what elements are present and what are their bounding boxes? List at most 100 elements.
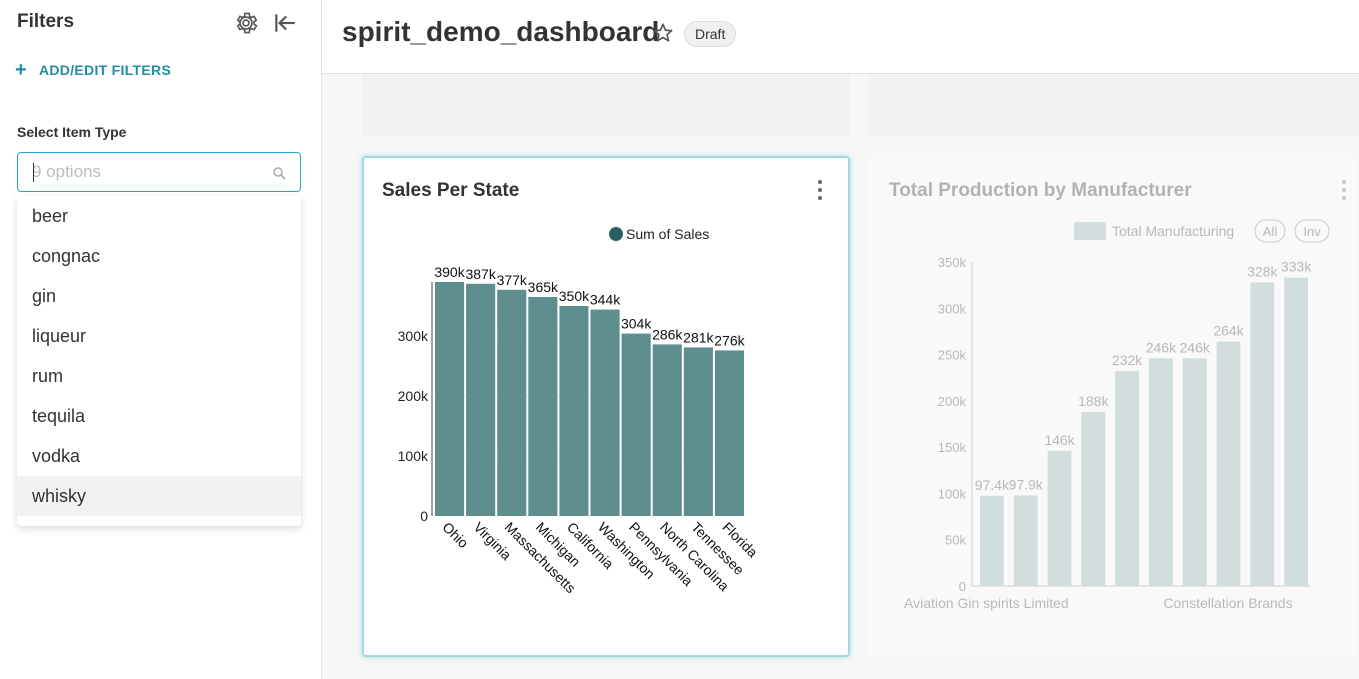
option-rum[interactable]: rum xyxy=(32,366,63,386)
dashboard-grid: Sales Per State Sum of Sales 0 100k 200k 300… xyxy=(322,74,1359,679)
more-options-icon[interactable] xyxy=(816,180,824,204)
bar xyxy=(1047,450,1072,586)
more-options-icon[interactable] xyxy=(1340,180,1348,204)
sales-per-state-chart: Sum of Sales0100k200k300k390kOhio387kVir… xyxy=(398,226,761,596)
bar xyxy=(1250,282,1275,586)
total-production-chart: Total Manufacturing All Inv 0 50k 100k 150k 200… xyxy=(904,219,1330,611)
item-type-select[interactable] xyxy=(17,152,301,192)
data-label: 344k xyxy=(590,292,621,308)
star-icon[interactable] xyxy=(652,22,674,44)
data-label: 97.9k xyxy=(1009,476,1044,492)
legend-button-all-label: All xyxy=(1263,224,1278,239)
legend-button-inv xyxy=(1294,219,1330,243)
bar xyxy=(1013,495,1038,586)
filter-label: Select Item Type xyxy=(17,124,127,140)
y-tick-label: 100k xyxy=(398,448,429,464)
chart-card-sales-per-state[interactable]: Sales Per State Sum of Sales 0 100k 200k 300… xyxy=(362,156,850,657)
bar xyxy=(1115,371,1139,586)
option-congnac[interactable]: congnac xyxy=(32,246,101,266)
y-tick-label: 300k xyxy=(938,301,967,316)
data-label: 333k xyxy=(1281,259,1312,275)
option-whisky[interactable]: whisky xyxy=(17,476,301,516)
item-type-search-input[interactable] xyxy=(32,162,252,182)
y-tick-label: 200k xyxy=(398,388,429,404)
bar xyxy=(590,309,620,516)
data-label: 232k xyxy=(1112,352,1143,368)
legend-button-all xyxy=(1254,219,1286,243)
search-icon xyxy=(273,167,286,180)
bar xyxy=(1182,358,1207,586)
data-label: 286k xyxy=(652,326,683,342)
bar xyxy=(435,282,465,516)
option-vodka[interactable]: vodka xyxy=(32,446,81,466)
data-label: 264k xyxy=(1213,323,1244,339)
data-label: 390k xyxy=(434,264,465,280)
bar xyxy=(1081,411,1106,586)
bar xyxy=(714,350,744,516)
bar xyxy=(1216,341,1241,586)
bar xyxy=(559,306,589,516)
data-label: 328k xyxy=(1247,263,1278,279)
x-tick-label: Constellation Brands xyxy=(1163,595,1292,611)
y-tick-label: 300k xyxy=(398,328,429,344)
bar xyxy=(683,347,713,516)
legend-label: Sum of Sales xyxy=(626,226,709,242)
y-tick-label: 0 xyxy=(420,508,428,524)
bar xyxy=(621,333,651,516)
dashboard-header: spirit_demo_dashboard Draft xyxy=(322,0,1359,74)
legend-label: Total Manufacturing xyxy=(1112,223,1234,239)
option-beer[interactable]: beer xyxy=(32,206,69,226)
data-label: 188k xyxy=(1078,393,1109,409)
data-label: 304k xyxy=(621,316,652,332)
bar xyxy=(1284,277,1308,586)
data-label: 246k xyxy=(1180,339,1211,355)
plus-icon: + xyxy=(15,59,27,81)
option-liqueur[interactable]: liqueur xyxy=(32,326,87,346)
sidebar-title: Filters xyxy=(17,11,75,32)
legend-button-inv-label: Inv xyxy=(1303,224,1321,239)
gear-icon[interactable] xyxy=(233,10,259,36)
add-edit-filters-button[interactable]: + ADD/EDIT FILTERS xyxy=(15,60,171,80)
data-label: 246k xyxy=(1146,339,1177,355)
x-tick-label: Ohio xyxy=(439,519,471,551)
y-tick-label: 100k xyxy=(938,486,967,501)
chart-title: Total Production by Manufacturer xyxy=(889,180,1192,201)
legend-dot xyxy=(609,227,623,241)
option-tequila[interactable]: tequila xyxy=(32,406,86,426)
draft-badge: Draft xyxy=(684,21,737,47)
x-tick-label: Aviation Gin spirits Limited xyxy=(904,595,1069,611)
data-label: 97.4k xyxy=(975,477,1010,493)
item-type-options-list: beer congnac gin liqueur rum tequila vod… xyxy=(17,196,301,526)
y-tick-label: 150k xyxy=(938,440,967,455)
data-label: 350k xyxy=(559,288,590,304)
collapse-left-icon[interactable] xyxy=(272,10,298,36)
legend-swatch xyxy=(1074,222,1106,240)
bar xyxy=(497,289,527,516)
placeholder-card xyxy=(868,74,1359,136)
data-label: 281k xyxy=(683,329,714,345)
add-edit-filters-label: ADD/EDIT FILTERS xyxy=(38,62,172,78)
dashboard-title: spirit_demo_dashboard xyxy=(342,16,660,47)
bar xyxy=(528,297,558,516)
y-tick-label: 0 xyxy=(959,579,966,594)
bar xyxy=(466,283,496,516)
text-caret xyxy=(33,163,34,182)
filters-sidebar: Filters + ADD/EDIT FILTERS Select Item T… xyxy=(0,0,322,679)
bar xyxy=(980,495,1004,586)
data-label: 365k xyxy=(528,279,559,295)
y-tick-label: 350k xyxy=(938,255,967,270)
option-gin[interactable]: gin xyxy=(32,286,57,306)
data-label: 146k xyxy=(1044,432,1075,448)
bar xyxy=(652,344,682,516)
y-tick-label: 200k xyxy=(938,394,967,409)
chart-title: Sales Per State xyxy=(382,180,520,201)
data-label: 276k xyxy=(714,332,745,348)
chart-card-total-production[interactable]: Total Production by Manufacturer Total M… xyxy=(868,156,1356,657)
data-label: 387k xyxy=(465,266,496,282)
data-label: 377k xyxy=(497,272,528,288)
y-tick-label: 50k xyxy=(945,533,966,548)
y-tick-label: 250k xyxy=(938,348,967,363)
placeholder-card xyxy=(362,74,850,136)
bar xyxy=(1149,358,1173,586)
